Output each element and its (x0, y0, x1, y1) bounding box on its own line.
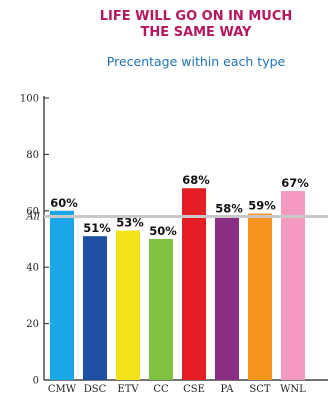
category-label-PA: PA (220, 384, 234, 395)
bar-CC (149, 239, 173, 380)
chart-title-line-2: THE SAME WAY (141, 25, 252, 40)
bar-CSE (182, 188, 206, 380)
category-label-SCT: SCT (249, 384, 271, 395)
y-tick-label-40: 40 (26, 263, 39, 274)
y-tick-label-60: 60 (26, 206, 39, 217)
category-label-DSC: DSC (84, 384, 107, 395)
y-tick-label-100: 100 (20, 94, 39, 105)
value-label-CSE: 68% (182, 173, 210, 187)
y-tick-label-20: 20 (26, 319, 39, 330)
plot-area: 0 20 40 60 80 100 All 60% 51% 53% 50% 68% 58% 59% 67% C… (20, 94, 328, 395)
chart-title-line-1: LIFE WILL GO ON IN MUCH (100, 9, 293, 24)
bar-WNL (281, 191, 305, 380)
value-label-ETV: 53% (116, 216, 144, 230)
category-label-WNL: WNL (280, 384, 306, 395)
value-label-WNL: 67% (281, 176, 309, 190)
category-label-CMW: CMW (48, 384, 77, 395)
bar-DSC (83, 236, 107, 380)
value-label-PA: 58% (215, 201, 243, 215)
category-label-ETV: ETV (117, 384, 139, 395)
value-label-DSC: 51% (83, 221, 111, 235)
value-label-CMW: 60% (50, 196, 78, 210)
value-label-CC: 50% (149, 224, 177, 238)
bar-CMW (50, 210, 74, 380)
bar-PA (215, 216, 239, 380)
bar-ETV (116, 230, 140, 380)
value-label-SCT: 59% (248, 199, 276, 213)
y-tick-label-80: 80 (26, 150, 39, 161)
category-label-CSE: CSE (183, 384, 205, 395)
reference-line-label: All (25, 211, 40, 222)
y-tick-label-0: 0 (33, 376, 39, 387)
bar-SCT (248, 213, 272, 380)
category-label-CC: CC (153, 384, 169, 395)
chart-subtitle: Precentage within each type (107, 54, 286, 69)
